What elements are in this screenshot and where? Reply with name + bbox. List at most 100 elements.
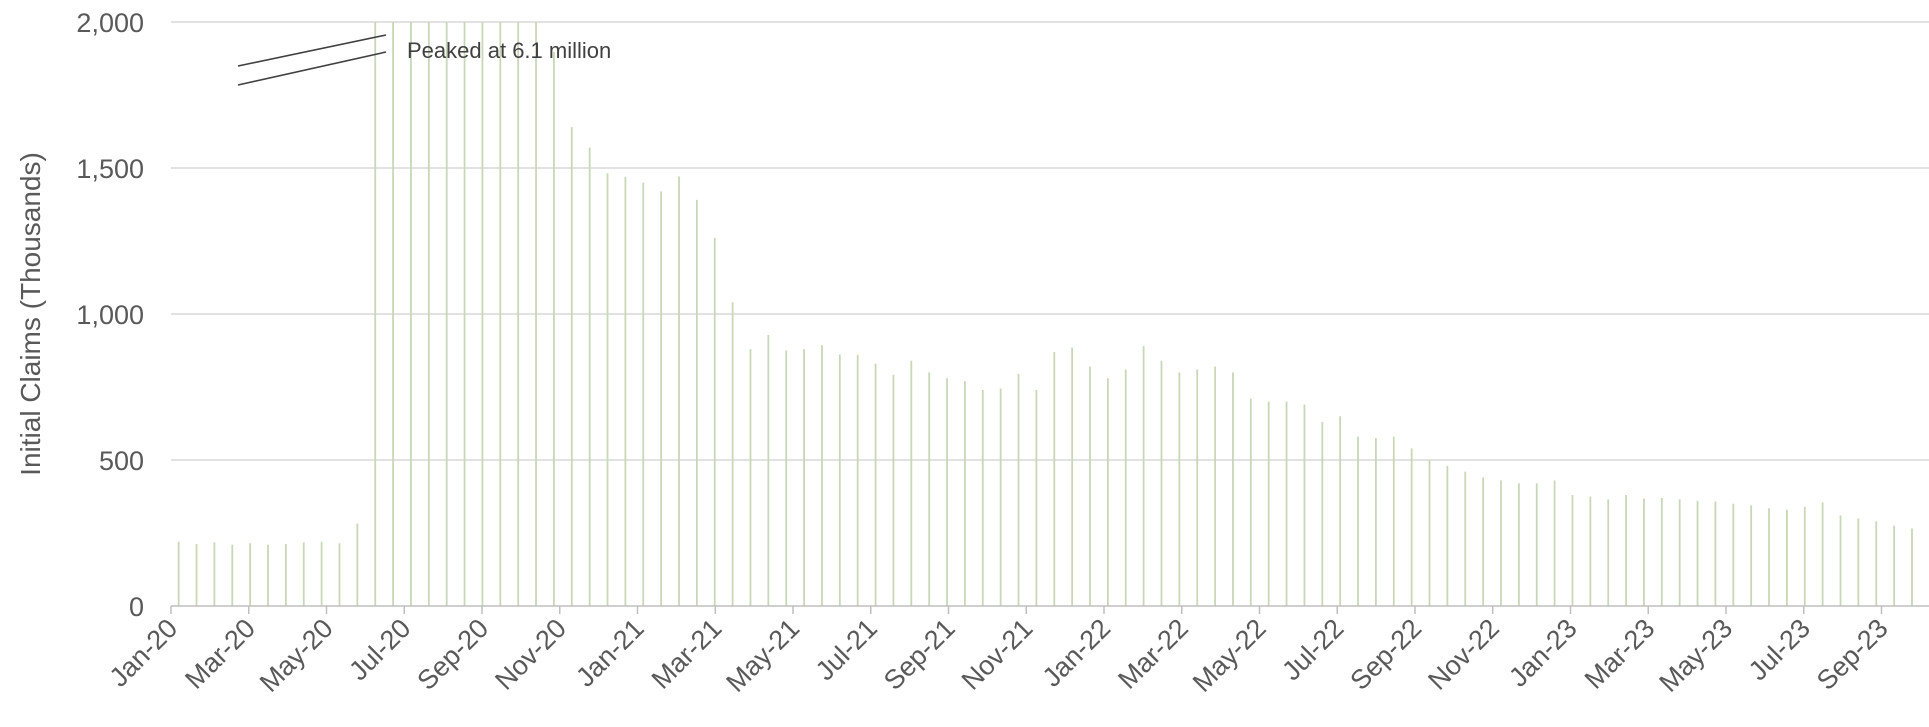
bar — [1643, 498, 1645, 606]
bar — [803, 349, 805, 606]
bar — [410, 22, 412, 606]
bar — [249, 543, 252, 606]
y-tick-label: 500 — [99, 446, 144, 476]
bar — [267, 544, 269, 606]
x-axis — [170, 605, 1929, 614]
x-tick-label: Jul-20 — [343, 613, 416, 686]
bar — [231, 544, 234, 606]
bar — [999, 388, 1002, 606]
break-line-lower — [237, 51, 387, 86]
bar — [1178, 372, 1181, 606]
bar — [1786, 509, 1788, 606]
bar — [731, 302, 734, 606]
bar — [1857, 518, 1860, 606]
bar — [1321, 422, 1324, 606]
bar — [1911, 528, 1913, 606]
bar — [320, 541, 323, 606]
x-tick-label: May-20 — [254, 613, 339, 698]
bar — [678, 176, 680, 606]
bar — [1392, 436, 1395, 606]
bar — [785, 350, 788, 606]
bar — [1142, 346, 1145, 606]
bar — [1750, 505, 1753, 606]
bar — [427, 22, 430, 606]
y-tick-labels: 0 500 1,000 1,500 2,000 — [76, 8, 144, 622]
bar — [1803, 506, 1806, 606]
bar — [445, 22, 448, 606]
bar — [910, 360, 913, 606]
bar — [642, 182, 645, 606]
bar — [1285, 401, 1288, 606]
x-tick-label: May-21 — [720, 613, 805, 698]
bar — [356, 523, 359, 606]
bar — [338, 543, 341, 606]
bar — [1553, 480, 1556, 606]
x-tick-label: Sep-21 — [878, 613, 961, 696]
bar — [1375, 438, 1377, 606]
bar — [1678, 499, 1681, 606]
peak-annotation: Peaked at 6.1 million — [407, 38, 611, 63]
bar — [499, 22, 502, 606]
bar — [1232, 372, 1234, 606]
y-tick-label: 0 — [129, 592, 144, 622]
bar — [1875, 521, 1878, 606]
x-tick-label: Jan-20 — [104, 613, 184, 693]
bar — [1893, 525, 1896, 606]
bar — [1696, 500, 1699, 606]
bar — [928, 372, 931, 606]
bar — [1660, 497, 1663, 606]
x-tick-label: Mar-23 — [1579, 613, 1661, 695]
x-tick-label: May-22 — [1187, 613, 1272, 698]
bar — [1571, 495, 1574, 606]
bar — [624, 176, 627, 606]
bar — [392, 22, 394, 606]
bar — [892, 374, 895, 606]
x-tick-label: Jan-22 — [1037, 613, 1117, 693]
gridlines — [171, 21, 1929, 461]
axis-break-mark — [237, 34, 387, 86]
bar — [1464, 471, 1467, 606]
y-tick-label: 1,500 — [76, 154, 144, 184]
bar — [1196, 369, 1199, 606]
bar — [606, 173, 609, 607]
bar — [713, 238, 716, 606]
x-tick-label: Jul-21 — [810, 613, 883, 686]
bar — [1768, 508, 1770, 606]
bar — [1303, 404, 1306, 606]
x-tick-label: Mar-22 — [1112, 613, 1194, 695]
bar — [1821, 502, 1824, 606]
y-tick-label: 1,000 — [76, 300, 144, 330]
bar — [1053, 351, 1056, 606]
bar — [1357, 436, 1359, 606]
bar — [964, 381, 966, 606]
y-axis-label: Initial Claims (Thousands) — [15, 152, 46, 476]
x-tick-label: Jan-23 — [1503, 613, 1583, 693]
bar — [660, 191, 663, 607]
x-tick-label: Sep-20 — [411, 613, 494, 696]
bar — [1267, 401, 1270, 606]
bar — [302, 542, 305, 606]
bar — [749, 349, 752, 606]
bar — [535, 22, 537, 606]
bar — [1446, 465, 1449, 606]
bar — [838, 354, 841, 606]
bar — [1035, 389, 1038, 606]
x-tick-label: Jan-21 — [570, 613, 650, 693]
bar — [463, 22, 466, 606]
bar — [981, 389, 984, 606]
bar — [1339, 416, 1342, 606]
x-tick-label: Jul-22 — [1276, 613, 1349, 686]
bar — [177, 541, 180, 606]
bar — [1089, 366, 1091, 606]
bar — [588, 147, 591, 606]
bar — [517, 22, 520, 606]
break-line-upper — [237, 34, 387, 67]
bar — [1160, 360, 1163, 606]
x-tick-label: Sep-23 — [1811, 613, 1894, 696]
x-tick-label: Nov-21 — [956, 613, 1039, 696]
y-tick-label: 2,000 — [76, 8, 144, 38]
bars — [177, 22, 1913, 607]
